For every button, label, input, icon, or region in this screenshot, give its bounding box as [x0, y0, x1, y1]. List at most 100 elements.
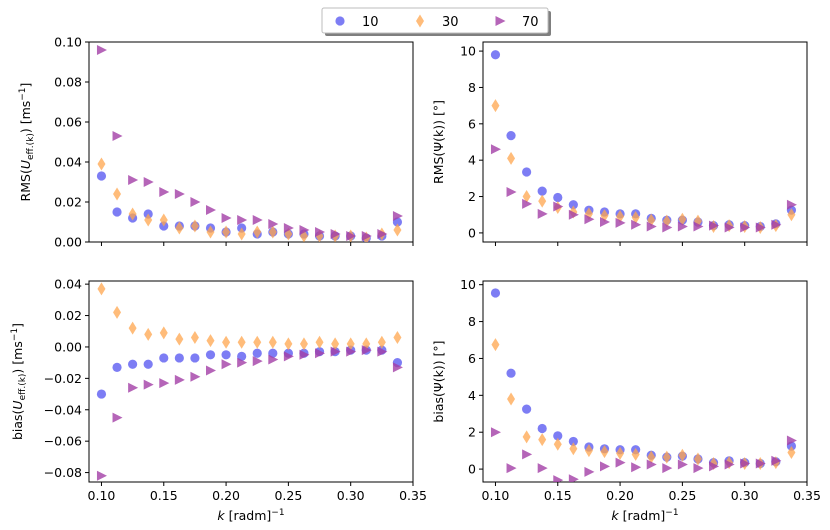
point-series-30 — [538, 433, 547, 447]
point-series-10 — [490, 288, 501, 298]
point-series-30 — [553, 437, 562, 451]
data-points — [490, 50, 797, 234]
point-series-70 — [96, 470, 107, 481]
point-series-70 — [755, 222, 766, 233]
point-series-10 — [568, 436, 578, 447]
point-series-30 — [128, 321, 137, 335]
point-series-10 — [537, 186, 547, 196]
point-series-70 — [693, 221, 704, 232]
point-series-30 — [222, 225, 231, 239]
legend-marker-30 — [416, 14, 424, 28]
point-series-10 — [506, 368, 516, 378]
point-series-70 — [112, 412, 123, 423]
point-series-70 — [206, 365, 216, 376]
y-tick-label: 6 — [468, 116, 476, 131]
y-tick-label: 0.02 — [54, 195, 82, 210]
point-series-70 — [377, 229, 388, 239]
point-series-30 — [253, 225, 262, 239]
x-tick-label: 0.10 — [88, 488, 116, 503]
x-axis-label: k [radm]−1 — [217, 508, 284, 523]
x-tick-label: 0.20 — [606, 488, 634, 503]
point-series-10 — [96, 171, 107, 181]
y-axis-label: bias(Ueff.(k)) [ms−1] — [10, 323, 28, 440]
point-series-70 — [740, 458, 751, 469]
x-tick-label: 0.15 — [150, 488, 178, 503]
y-tick-label: 6 — [468, 351, 476, 366]
point-series-70 — [96, 45, 107, 55]
point-series-70 — [631, 219, 642, 230]
point-series-70 — [755, 458, 766, 469]
point-series-30 — [284, 337, 293, 351]
point-series-30 — [144, 213, 153, 227]
x-tick-label: 0.20 — [212, 488, 240, 503]
y-tick-label: 4 — [468, 388, 476, 403]
x-tick-label: 0.35 — [793, 488, 821, 503]
axes-frame — [482, 41, 808, 243]
point-series-70 — [662, 222, 673, 233]
point-series-70 — [677, 459, 688, 470]
y-axis-label: RMS(Ueff.(k)) [ms−1] — [18, 83, 36, 202]
point-series-30 — [315, 335, 324, 349]
point-series-70 — [771, 219, 782, 230]
point-series-70 — [662, 463, 673, 474]
point-series-10 — [128, 359, 138, 369]
point-series-30 — [97, 157, 106, 171]
y-tick-label: 2 — [468, 189, 476, 204]
y-tick-label: 4 — [468, 153, 476, 168]
point-series-30 — [377, 335, 386, 349]
point-series-10 — [205, 350, 216, 360]
point-series-70 — [724, 459, 735, 470]
legend-label-30: 30 — [442, 15, 459, 30]
point-series-10 — [112, 207, 122, 217]
point-series-70 — [568, 474, 579, 482]
point-series-70 — [190, 197, 201, 207]
point-series-30 — [787, 208, 796, 222]
point-series-10 — [268, 348, 278, 358]
point-series-70 — [346, 346, 357, 357]
point-series-10 — [506, 131, 516, 141]
point-series-10 — [553, 192, 563, 203]
point-series-70 — [283, 223, 294, 233]
point-series-70 — [771, 455, 782, 466]
axes-frame — [482, 280, 808, 483]
y-tick-label: 0.04 — [54, 277, 82, 292]
point-series-10 — [553, 431, 563, 441]
y-tick-label: 0.02 — [54, 308, 82, 323]
point-series-30 — [237, 335, 246, 349]
point-series-70 — [221, 213, 232, 223]
point-series-70 — [237, 215, 248, 225]
y-axis-label: RMS(Ψ(k)) [°] — [431, 100, 446, 184]
y-tick-label: 8 — [468, 314, 476, 329]
data-points — [96, 45, 403, 242]
point-series-70 — [568, 209, 579, 220]
legend: 10 30 70 — [321, 7, 551, 36]
point-series-70 — [490, 427, 501, 438]
point-series-10 — [221, 350, 231, 360]
x-tick-label: 0.35 — [399, 488, 427, 503]
panel-bottom-left: −0.08 −0.06 −0.04 −0.02 0.00 0.02 0.04 0.10 0.15… — [10, 277, 427, 523]
point-series-30 — [662, 450, 671, 464]
point-series-70 — [677, 221, 688, 232]
point-series-30 — [647, 450, 656, 464]
point-series-70 — [159, 378, 170, 389]
point-series-70 — [522, 198, 533, 209]
x-axis-label: k [radm]−1 — [611, 508, 678, 523]
x-tick-label: 0.25 — [274, 488, 302, 503]
x-tick-label: 0.10 — [482, 488, 510, 503]
point-series-30 — [393, 223, 402, 237]
point-series-30 — [175, 332, 184, 346]
panel-bottom-right: 0 2 4 6 8 10 0.10 0.15 0.20 0.25 0.30 0.35 bias(Ψ(k)… — [431, 277, 821, 523]
point-series-70 — [174, 374, 185, 385]
point-series-30 — [206, 225, 215, 239]
x-tick-label: 0.25 — [668, 488, 696, 503]
point-series-70 — [252, 356, 263, 367]
point-series-70 — [268, 219, 279, 229]
y-tick-label: −0.08 — [44, 465, 82, 480]
legend-marker-70 — [495, 16, 506, 26]
point-series-30 — [693, 452, 702, 466]
point-series-30 — [787, 445, 796, 459]
point-series-70 — [377, 346, 388, 357]
point-series-30 — [222, 335, 231, 349]
point-series-70 — [143, 379, 154, 390]
point-series-30 — [144, 327, 153, 341]
